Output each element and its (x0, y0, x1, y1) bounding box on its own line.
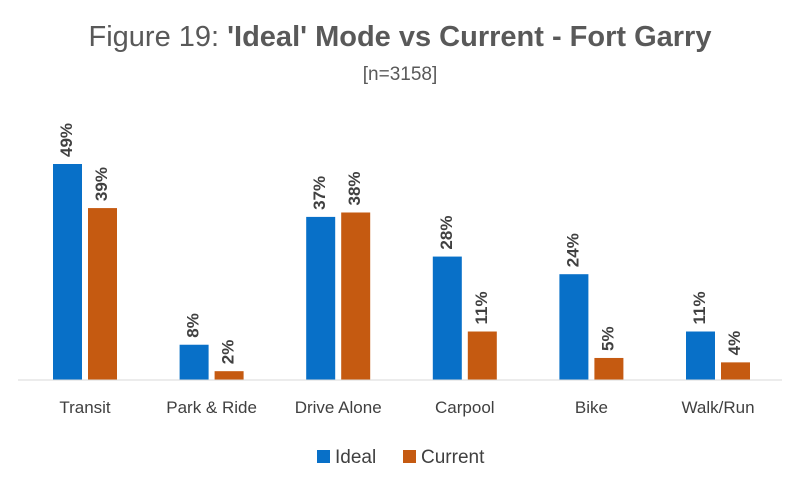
category-label-drive-alone: Drive Alone (295, 398, 382, 417)
bars-group: 49% 39% 8% 2% 37% 38% 28% 11% 24% 5% 11% 4% (53, 123, 750, 380)
data-label-current-carpool: 11% (472, 291, 491, 324)
bar-ideal-carpool (432, 256, 462, 380)
data-label-current-drive-alone: 38% (345, 171, 364, 205)
bar-current-park-ride (214, 371, 244, 380)
category-label-transit: Transit (59, 398, 111, 417)
category-labels: Transit Park & Ride Drive Alone Carpool Bike… (59, 398, 754, 417)
chart-subtitle: [n=3158] (363, 64, 438, 85)
category-label-bike: Bike (575, 398, 608, 417)
data-label-ideal-walk-run: 11% (690, 291, 709, 324)
bar-current-walk-run (721, 362, 750, 380)
data-label-current-park-ride: 2% (219, 340, 238, 365)
bar-ideal-walk-run (686, 331, 715, 380)
data-label-current-bike: 5% (598, 326, 617, 351)
category-label-walk-run: Walk/Run (681, 398, 754, 417)
bar-ideal-bike (559, 274, 589, 380)
category-label-park-ride: Park & Ride (166, 398, 257, 417)
bar-current-drive-alone (341, 212, 371, 380)
bar-ideal-drive-alone (306, 216, 336, 380)
data-label-ideal-bike: 24% (563, 233, 582, 267)
bar-ideal-park-ride (179, 344, 209, 380)
legend-label-ideal: Ideal (335, 447, 376, 468)
data-label-ideal-carpool: 28% (437, 216, 456, 250)
chart-title-main: 'Ideal' Mode vs Current - Fort Garry (227, 21, 711, 53)
bar-current-transit (88, 208, 117, 380)
chart-title: Figure 19: 'Ideal' Mode vs Current - For… (89, 21, 712, 53)
data-label-current-walk-run: 4% (725, 331, 744, 356)
legend-swatch-ideal (317, 450, 330, 463)
data-label-current-transit: 39% (92, 167, 111, 201)
bar-ideal-transit (53, 164, 82, 380)
bar-current-carpool (467, 331, 497, 380)
data-label-ideal-drive-alone: 37% (310, 176, 329, 210)
legend-swatch-current (403, 450, 416, 463)
chart-title-prefix: Figure 19: (89, 21, 228, 53)
legend-label-current: Current (421, 447, 485, 468)
category-label-carpool: Carpool (435, 398, 495, 417)
data-label-ideal-transit: 49% (57, 123, 76, 157)
legend: Ideal Current (317, 447, 485, 468)
bar-current-bike (594, 357, 624, 380)
data-label-ideal-park-ride: 8% (184, 313, 203, 338)
